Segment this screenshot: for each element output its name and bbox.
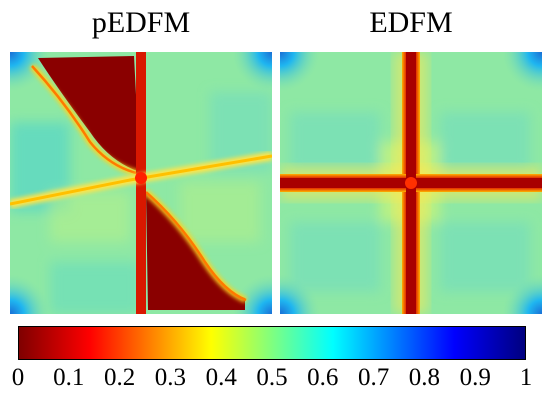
corner-low-value [280, 52, 320, 92]
edfm-saturation-map [280, 52, 542, 314]
panel-title-pedfm: pEDFM [91, 6, 191, 39]
panel-title-edfm: EDFM [369, 6, 453, 39]
tick-label: 1 [519, 364, 533, 391]
tick-label: 0.6 [307, 364, 339, 391]
tick-label: 0.5 [256, 364, 288, 391]
tick-label: 0.4 [205, 364, 237, 391]
colorbar [18, 326, 526, 360]
tick-label: 0.9 [459, 364, 491, 391]
high-saturation-region-upper [38, 56, 140, 172]
colorbar-tick-labels: 0 0.1 0.2 0.3 0.4 0.5 0.6 0.7 0.8 0.9 1 [0, 360, 550, 400]
tick-label: 0.2 [103, 364, 136, 391]
pedfm-saturation-map [10, 52, 272, 314]
tick-label: 0.1 [53, 364, 85, 391]
tick-label: 0.8 [408, 364, 441, 391]
tick-label: 0 [11, 364, 25, 391]
tick-label: 0.7 [357, 364, 390, 391]
tick-label: 0.3 [154, 364, 187, 391]
